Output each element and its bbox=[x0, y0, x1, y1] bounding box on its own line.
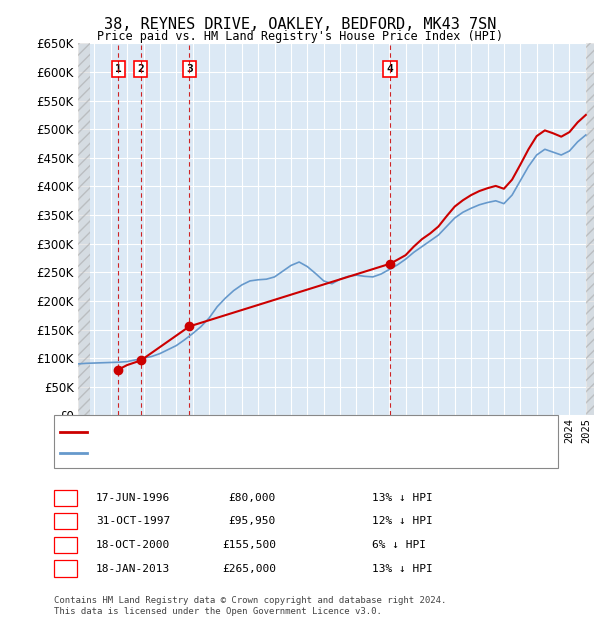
Text: £95,950: £95,950 bbox=[229, 516, 276, 526]
Text: 6% ↓ HPI: 6% ↓ HPI bbox=[372, 540, 426, 550]
Text: 3: 3 bbox=[62, 540, 69, 550]
Text: Contains HM Land Registry data © Crown copyright and database right 2024.: Contains HM Land Registry data © Crown c… bbox=[54, 596, 446, 604]
Text: £155,500: £155,500 bbox=[222, 540, 276, 550]
Text: Price paid vs. HM Land Registry's House Price Index (HPI): Price paid vs. HM Land Registry's House … bbox=[97, 30, 503, 43]
Text: 2: 2 bbox=[137, 64, 144, 74]
Text: HPI: Average price, detached house, Bedford: HPI: Average price, detached house, Bedf… bbox=[91, 448, 349, 458]
Text: 3: 3 bbox=[186, 64, 193, 74]
Text: 13% ↓ HPI: 13% ↓ HPI bbox=[372, 564, 433, 574]
Text: 31-OCT-1997: 31-OCT-1997 bbox=[96, 516, 170, 526]
Text: 4: 4 bbox=[386, 64, 394, 74]
Text: This data is licensed under the Open Government Licence v3.0.: This data is licensed under the Open Gov… bbox=[54, 607, 382, 616]
Text: 13% ↓ HPI: 13% ↓ HPI bbox=[372, 493, 433, 503]
Text: 1: 1 bbox=[62, 493, 69, 503]
Text: 4: 4 bbox=[62, 564, 69, 574]
Text: 18-JAN-2013: 18-JAN-2013 bbox=[96, 564, 170, 574]
Bar bbox=[78, 43, 90, 415]
Text: 18-OCT-2000: 18-OCT-2000 bbox=[96, 540, 170, 550]
Text: 1: 1 bbox=[115, 64, 122, 74]
Text: 12% ↓ HPI: 12% ↓ HPI bbox=[372, 516, 433, 526]
Text: 17-JUN-1996: 17-JUN-1996 bbox=[96, 493, 170, 503]
Bar bbox=[586, 43, 594, 415]
Text: £80,000: £80,000 bbox=[229, 493, 276, 503]
Text: 38, REYNES DRIVE, OAKLEY, BEDFORD, MK43 7SN (detached house): 38, REYNES DRIVE, OAKLEY, BEDFORD, MK43 … bbox=[91, 427, 451, 437]
Text: 2: 2 bbox=[62, 516, 69, 526]
Text: 38, REYNES DRIVE, OAKLEY, BEDFORD, MK43 7SN: 38, REYNES DRIVE, OAKLEY, BEDFORD, MK43 … bbox=[104, 17, 496, 32]
Text: £265,000: £265,000 bbox=[222, 564, 276, 574]
